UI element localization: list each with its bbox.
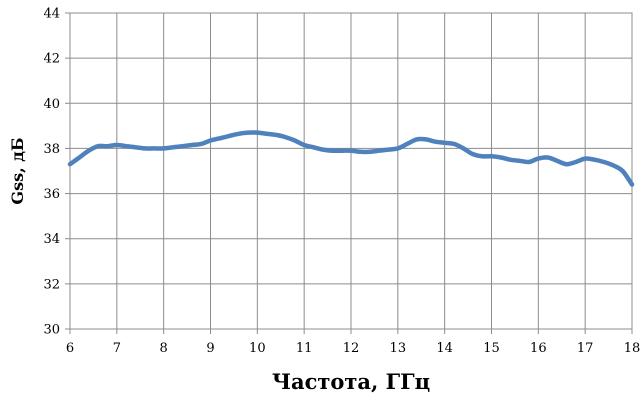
y-axis-ticks: 30 32 34 36 38 40 42 44	[43, 7, 70, 338]
grid-lines	[69, 12, 633, 330]
x-tick-label: 11	[296, 341, 313, 356]
series-layer	[67, 130, 635, 187]
x-axis-ticks: 6 7 8 9 10 11 12 13 14 15 16 17 18	[66, 329, 640, 356]
x-tick-label: 15	[483, 341, 500, 356]
y-tick-label: 44	[43, 7, 60, 22]
x-tick-label: 16	[530, 341, 547, 356]
y-axis-label: Gss, дБ	[8, 137, 27, 204]
y-tick-label: 32	[43, 277, 60, 292]
y-tick-label: 36	[43, 187, 60, 202]
x-axis-label: Частота, ГГц	[272, 369, 430, 394]
series-line-0	[67, 130, 635, 187]
y-tick-label: 38	[43, 142, 60, 157]
y-tick-label: 30	[43, 323, 60, 338]
x-tick-label: 12	[343, 341, 360, 356]
x-tick-label: 17	[577, 341, 594, 356]
y-tick-label: 34	[43, 232, 60, 247]
x-tick-label: 13	[390, 341, 407, 356]
x-tick-label: 8	[160, 341, 168, 356]
x-tick-label: 10	[249, 341, 266, 356]
x-tick-label: 18	[624, 341, 641, 356]
x-tick-label: 6	[66, 341, 74, 356]
x-tick-label: 14	[436, 341, 453, 356]
x-tick-label: 9	[206, 341, 214, 356]
x-tick-label: 7	[113, 341, 121, 356]
y-tick-label: 40	[43, 97, 60, 112]
y-tick-label: 42	[43, 52, 60, 67]
